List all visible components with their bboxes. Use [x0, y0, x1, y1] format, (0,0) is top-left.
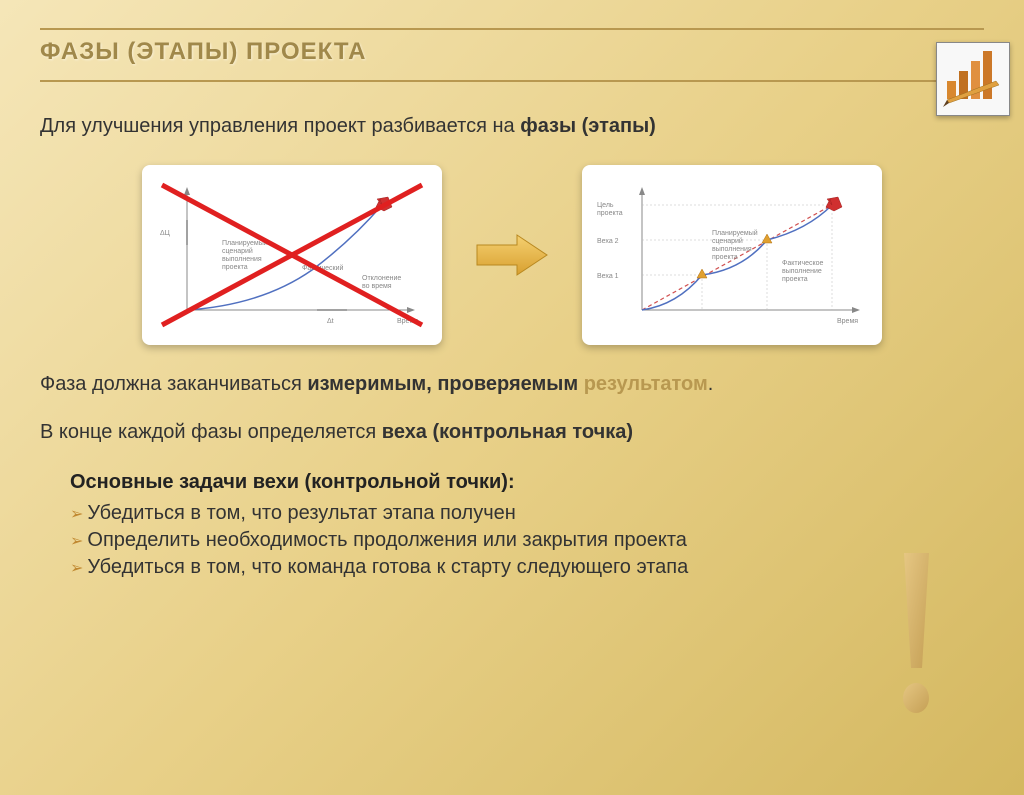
line2-dot: . [708, 373, 714, 395]
svg-text:Цель: Цель [597, 202, 614, 209]
corner-icon [936, 42, 1010, 116]
svg-text:проекта: проекта [782, 276, 808, 283]
task-item: ➢Убедиться в том, что результат этапа по… [70, 500, 954, 527]
svg-text:сценарий: сценарий [222, 247, 253, 255]
line3-pre: В конце каждой фазы определяется [40, 421, 382, 443]
svg-text:выполнение: выполнение [782, 268, 822, 275]
intro-pre: Для улучшения управления проект разбивае… [40, 115, 520, 137]
right-chart: Цель проекта Веха 2 Веха 1 Планируемый с… [582, 165, 882, 345]
svg-text:Фактическое: Фактическое [782, 260, 824, 267]
slide-title: ФАЗЫ (ЭТАПЫ) ПРОЕКТА [0, 38, 1024, 80]
svg-text:Δt: Δt [327, 318, 334, 325]
rule-bottom [40, 80, 984, 82]
svg-text:Веха 1: Веха 1 [597, 273, 619, 280]
line2-result: результатом [584, 373, 708, 395]
rule-top [40, 28, 984, 30]
bullet-icon: ➢ [70, 533, 83, 550]
svg-text:проекта: проекта [597, 210, 623, 217]
line2-bold: измеримым, проверяемым [307, 373, 583, 395]
svg-text:ΔЦ: ΔЦ [160, 230, 171, 237]
diagram-row: ΔЦ Δt Планируемый сценарий выполнения пр… [0, 150, 1024, 360]
exclamation-icon [884, 548, 944, 728]
line2: Фаза должна заканчиваться измеримым, про… [0, 360, 1024, 408]
tasks-block: Основные задачи вехи (контрольной точки)… [0, 456, 1024, 581]
svg-text:выполнения: выполнения [222, 256, 262, 263]
tasks-title: Основные задачи вехи (контрольной точки)… [70, 471, 954, 494]
svg-text:Веха 2: Веха 2 [597, 238, 619, 245]
svg-text:Время: Время [837, 318, 858, 325]
svg-text:Планируемый: Планируемый [712, 229, 758, 237]
svg-text:выполнения: выполнения [712, 246, 752, 253]
bullet-icon: ➢ [70, 560, 83, 577]
line3-bold: веха (контрольная точка) [382, 421, 633, 443]
intro-bold: фазы (этапы) [520, 115, 656, 137]
svg-text:во время: во время [362, 283, 392, 290]
task-text: Убедиться в том, что результат этапа пол… [87, 502, 515, 524]
task-item: ➢Убедиться в том, что команда готова к с… [70, 554, 954, 581]
line2-pre: Фаза должна заканчиваться [40, 373, 307, 395]
task-text: Определить необходимость продолжения или… [87, 529, 687, 551]
svg-text:проекта: проекта [222, 264, 248, 271]
bullet-icon: ➢ [70, 506, 83, 523]
svg-text:сценарий: сценарий [712, 237, 743, 245]
line3: В конце каждой фазы определяется веха (к… [0, 408, 1024, 456]
slide: ФАЗЫ (ЭТАПЫ) ПРОЕКТА Для улучшения управ… [0, 28, 1024, 795]
svg-text:проекта: проекта [712, 254, 738, 261]
intro-text: Для улучшения управления проект разбивае… [0, 102, 1024, 150]
arrow-icon [472, 230, 552, 280]
task-item: ➢Определить необходимость продолжения ил… [70, 527, 954, 554]
left-chart: ΔЦ Δt Планируемый сценарий выполнения пр… [142, 165, 442, 345]
task-text: Убедиться в том, что команда готова к ст… [87, 556, 688, 578]
svg-text:Отклонение: Отклонение [362, 275, 401, 282]
